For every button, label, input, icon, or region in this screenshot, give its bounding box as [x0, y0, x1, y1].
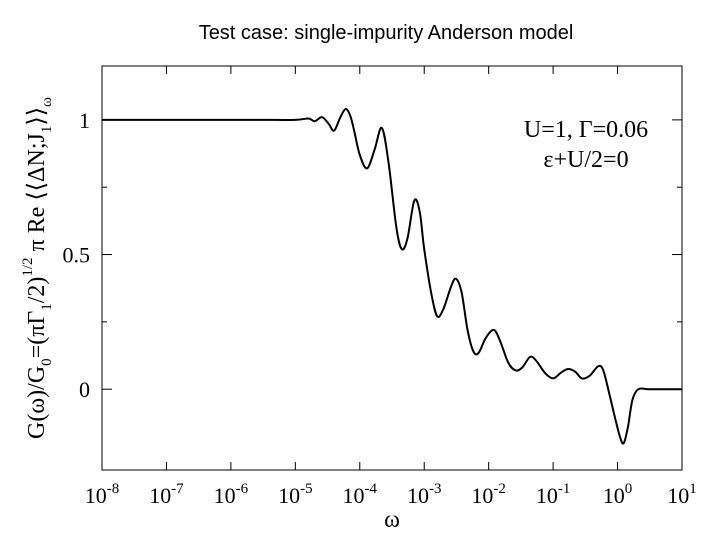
series-line: [102, 108, 682, 445]
y-tick-label: 0.5: [63, 243, 91, 268]
x-tick-label: 10-8: [85, 481, 120, 508]
x-tick-label: 10-2: [471, 481, 506, 508]
x-tick-label: 10-7: [149, 481, 184, 508]
x-tick-label: 10-5: [278, 481, 313, 508]
annotation-line-1: U=1, Γ=0.06: [524, 117, 648, 143]
y-axis-label: G(ω)/G0=(πΓ1/2)1/2 π Re ⟨⟨ΔN;J1⟩⟩ω: [20, 97, 55, 439]
y-tick-label: 1: [79, 108, 90, 133]
y-tick-label: 0: [79, 377, 90, 402]
x-tick-label: 10-1: [536, 481, 571, 508]
x-tick-label: 10-4: [343, 481, 378, 508]
slide-title: Test case: single-impurity Anderson mode…: [198, 22, 574, 44]
x-axis-label: ω: [384, 507, 400, 533]
x-tick-label: 10-3: [407, 481, 442, 508]
annotation-line-2: ε+U/2=0: [543, 147, 628, 173]
plot-frame: [101, 65, 683, 471]
x-tick-label: 100: [603, 481, 633, 508]
x-tick-label: 101: [667, 481, 697, 508]
x-tick-label: 10-6: [214, 481, 249, 508]
x-ticks: 10-8 10-7 10-6 10-5 10-4 10-3 10-2 10-1 100 101: [85, 66, 697, 508]
